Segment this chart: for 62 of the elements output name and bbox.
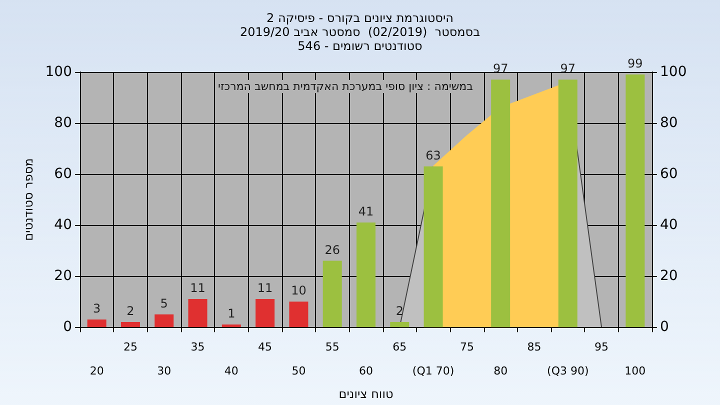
- bar: [154, 314, 174, 328]
- y2-tick-label: 60: [660, 166, 678, 182]
- x-tick-label: 55: [325, 340, 340, 354]
- bar: [322, 260, 342, 328]
- x-tick-label: (Q3 90): [547, 364, 589, 378]
- x-tick-label: 50: [292, 364, 306, 378]
- x-tick-label: 65: [392, 340, 407, 354]
- x-tick-label: 60: [359, 364, 373, 378]
- bar: [626, 74, 645, 328]
- data-label: 97: [492, 62, 508, 76]
- bar: [356, 222, 376, 328]
- y-tick-label: 60: [54, 166, 72, 182]
- y2-tick-label: 20: [660, 268, 678, 284]
- y2-tick-label: 80: [660, 115, 678, 132]
- x-tick-label: 25: [123, 340, 138, 354]
- y-tick-label: 80: [54, 115, 72, 132]
- annotation: במשימה : ציון סופי במערכת האקדמית במחשב המרכזי: [218, 80, 474, 93]
- bar: [222, 324, 241, 328]
- x-tick-label: 30: [157, 364, 172, 378]
- y-tick-label: 40: [54, 217, 72, 234]
- bar: [87, 319, 106, 328]
- data-label: 97: [560, 62, 576, 76]
- y-axis-title: מספר סטודנטים: [21, 158, 36, 241]
- data-label: 1: [228, 306, 236, 321]
- bar: [558, 80, 578, 328]
- chart-title: היסטוגרמת ציונים בקורס - פיסיקה 2: [266, 11, 454, 25]
- data-label: 2: [126, 304, 134, 318]
- data-label: 11: [257, 281, 273, 296]
- x-tick-label: 75: [460, 340, 474, 354]
- data-label: 26: [324, 242, 340, 257]
- bar: [390, 322, 410, 328]
- data-label: 5: [160, 296, 168, 310]
- data-label: 2: [396, 304, 404, 318]
- x-axis-title: טווח ציונים: [338, 387, 394, 401]
- x-tick-label: 95: [594, 340, 609, 354]
- data-label: 63: [426, 148, 441, 162]
- y-tick-label: 0: [63, 319, 72, 336]
- chart-subtitle: בסמסטר (02/2019) סמסטר אביב 2019/20 סטודנטים רשומים - 546: [240, 25, 480, 53]
- bar: [491, 80, 510, 328]
- bar: [289, 302, 308, 328]
- y2-tick-label: 100: [660, 64, 687, 80]
- x-tick-label: 80: [494, 364, 508, 378]
- x-tick-label: 45: [258, 340, 272, 354]
- x-tick-label: (Q1 70): [412, 364, 454, 378]
- y2-tick-label: 40: [660, 217, 678, 234]
- data-label: 99: [628, 56, 643, 71]
- data-label: 41: [358, 204, 374, 219]
- x-tick-label: 35: [190, 340, 205, 354]
- x-tick-label: 85: [527, 340, 542, 354]
- bar: [120, 322, 140, 328]
- x-tick-label: 40: [224, 364, 238, 378]
- data-label: 3: [93, 301, 101, 316]
- bar: [256, 299, 275, 328]
- x-tick-label: 100: [624, 364, 646, 378]
- y-tick-label: 20: [54, 268, 72, 284]
- y-tick-label: 100: [45, 64, 72, 80]
- x-tick-label: 20: [90, 364, 104, 378]
- bar: [424, 166, 443, 328]
- y2-tick-label: 0: [660, 319, 669, 336]
- bar: [188, 299, 208, 328]
- data-label: 11: [190, 281, 206, 296]
- data-label: 10: [291, 284, 306, 298]
